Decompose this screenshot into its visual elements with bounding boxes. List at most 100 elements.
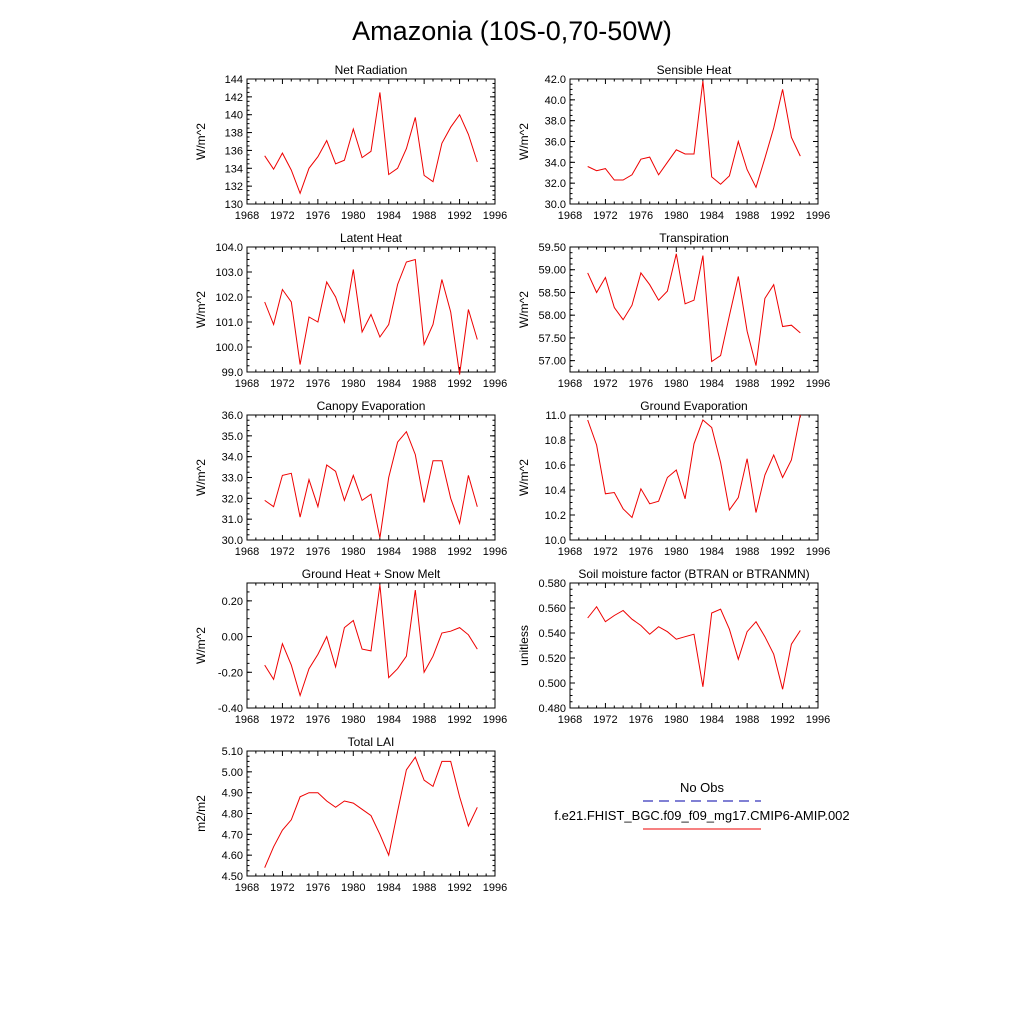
x-tick-label: 1980 bbox=[341, 210, 365, 222]
y-tick-label: 4.90 bbox=[222, 788, 243, 800]
x-tick-label: 1996 bbox=[806, 378, 830, 390]
y-tick-label: 138 bbox=[225, 128, 243, 140]
x-tick-label: 1980 bbox=[664, 546, 688, 558]
x-tick-label: 1976 bbox=[306, 378, 330, 390]
y-tick-label: 0.580 bbox=[538, 578, 566, 590]
x-tick-label: 1988 bbox=[735, 714, 759, 726]
x-tick-label: 1980 bbox=[341, 378, 365, 390]
y-tick-label: 101.0 bbox=[215, 317, 243, 329]
y-tick-label: 100.0 bbox=[215, 342, 243, 354]
plot-frame bbox=[569, 582, 819, 709]
x-tick-label: 1976 bbox=[306, 546, 330, 558]
y-tick-label: 10.4 bbox=[545, 485, 566, 497]
chart-title: Net Radiation bbox=[335, 63, 408, 77]
chart-title: Transpiration bbox=[659, 231, 729, 245]
y-tick-label: 34.0 bbox=[222, 452, 243, 464]
y-tick-label: 10.2 bbox=[545, 510, 566, 522]
y-tick-label: 34.0 bbox=[545, 157, 566, 169]
x-tick-label: 1976 bbox=[629, 210, 653, 222]
x-tick-label: 1988 bbox=[412, 882, 436, 894]
x-tick-label: 1992 bbox=[447, 714, 471, 726]
x-tick-label: 1976 bbox=[629, 546, 653, 558]
x-tick-label: 1988 bbox=[412, 714, 436, 726]
y-tick-label: 134 bbox=[225, 163, 243, 175]
x-tick-label: 1996 bbox=[483, 882, 507, 894]
x-tick-label: 1980 bbox=[341, 882, 365, 894]
y-axis-label: W/m^2 bbox=[517, 459, 531, 496]
chart-title: Canopy Evaporation bbox=[317, 399, 426, 413]
chart-title: Latent Heat bbox=[340, 231, 403, 245]
y-tick-label: 4.50 bbox=[222, 871, 243, 883]
chart-panel-4: Transpiration W/m^2 1968 1972 1976 1980 1984 19… bbox=[517, 231, 830, 390]
x-tick-label: 1988 bbox=[412, 378, 436, 390]
chart-panel-3: Latent Heat W/m^2 1968 1972 1976 1980 1984 1988… bbox=[194, 231, 507, 390]
x-tick-label: 1976 bbox=[306, 210, 330, 222]
y-tick-label: 31.0 bbox=[222, 514, 243, 526]
y-tick-label: 35.0 bbox=[222, 431, 243, 443]
y-tick-label: 0.480 bbox=[538, 703, 566, 715]
y-tick-label: 10.6 bbox=[545, 460, 566, 472]
legend-model-label: f.e21.FHIST_BGC.f09_f09_mg17.CMIP6-AMIP.… bbox=[554, 808, 849, 823]
y-tick-label: 57.50 bbox=[538, 333, 566, 345]
y-tick-label: 32.0 bbox=[545, 178, 566, 190]
plot-frame bbox=[246, 750, 496, 877]
x-tick-label: 1968 bbox=[235, 714, 259, 726]
y-tick-label: 144 bbox=[225, 74, 243, 86]
y-tick-label: 38.0 bbox=[545, 116, 566, 128]
y-tick-label: 102.0 bbox=[215, 292, 243, 304]
series-line bbox=[264, 92, 478, 195]
y-tick-label: 0.560 bbox=[538, 603, 566, 615]
series-line bbox=[264, 584, 478, 698]
x-tick-label: 1992 bbox=[447, 378, 471, 390]
x-tick-label: 1996 bbox=[483, 546, 507, 558]
series-line bbox=[264, 258, 478, 375]
x-tick-label: 1976 bbox=[306, 714, 330, 726]
y-tick-label: 0.00 bbox=[222, 632, 243, 644]
series-line bbox=[587, 253, 801, 366]
x-tick-label: 1984 bbox=[699, 378, 723, 390]
x-tick-label: 1972 bbox=[270, 378, 294, 390]
chart-panel-5: Canopy Evaporation W/m^2 1968 1972 1976 1980 1… bbox=[194, 399, 507, 558]
y-tick-label: 59.00 bbox=[538, 265, 566, 277]
chart-panel-2: Sensible Heat W/m^2 1968 1972 1976 1980 1984 19… bbox=[517, 63, 830, 222]
plot-frame bbox=[246, 582, 496, 709]
x-tick-label: 1988 bbox=[735, 210, 759, 222]
y-tick-label: 5.00 bbox=[222, 767, 243, 779]
y-tick-label: 103.0 bbox=[215, 267, 243, 279]
x-tick-label: 1996 bbox=[483, 714, 507, 726]
x-tick-label: 1996 bbox=[483, 210, 507, 222]
y-tick-label: 142 bbox=[225, 92, 243, 104]
x-tick-label: 1984 bbox=[376, 714, 400, 726]
y-tick-label: 104.0 bbox=[215, 242, 243, 254]
x-tick-label: 1968 bbox=[235, 882, 259, 894]
chart-panel-9: Total LAI m2/m2 1968 1972 1976 1980 1984 1988 19… bbox=[194, 735, 507, 894]
x-tick-label: 1968 bbox=[235, 546, 259, 558]
plot-frame bbox=[569, 246, 819, 373]
y-tick-label: 59.50 bbox=[538, 242, 566, 254]
y-tick-label: 4.70 bbox=[222, 829, 243, 841]
x-tick-label: 1968 bbox=[558, 714, 582, 726]
y-tick-label: 5.10 bbox=[222, 746, 243, 758]
x-tick-label: 1996 bbox=[806, 210, 830, 222]
y-axis-label: W/m^2 bbox=[194, 459, 208, 496]
y-tick-label: 58.50 bbox=[538, 287, 566, 299]
x-tick-label: 1988 bbox=[412, 210, 436, 222]
x-tick-label: 1972 bbox=[593, 378, 617, 390]
x-tick-label: 1968 bbox=[558, 378, 582, 390]
x-tick-label: 1984 bbox=[376, 210, 400, 222]
plot-frame bbox=[569, 414, 819, 541]
x-tick-label: 1992 bbox=[447, 882, 471, 894]
x-tick-label: 1984 bbox=[699, 714, 723, 726]
chart-title: Ground Evaporation bbox=[640, 399, 747, 413]
x-tick-label: 1968 bbox=[235, 378, 259, 390]
x-tick-label: 1996 bbox=[483, 378, 507, 390]
x-tick-label: 1992 bbox=[770, 378, 794, 390]
x-tick-label: 1968 bbox=[558, 210, 582, 222]
y-tick-label: 10.8 bbox=[545, 435, 566, 447]
y-tick-label: 33.0 bbox=[222, 473, 243, 485]
x-tick-label: 1976 bbox=[629, 378, 653, 390]
x-tick-label: 1988 bbox=[412, 546, 436, 558]
x-tick-label: 1972 bbox=[270, 546, 294, 558]
x-tick-label: 1972 bbox=[593, 210, 617, 222]
